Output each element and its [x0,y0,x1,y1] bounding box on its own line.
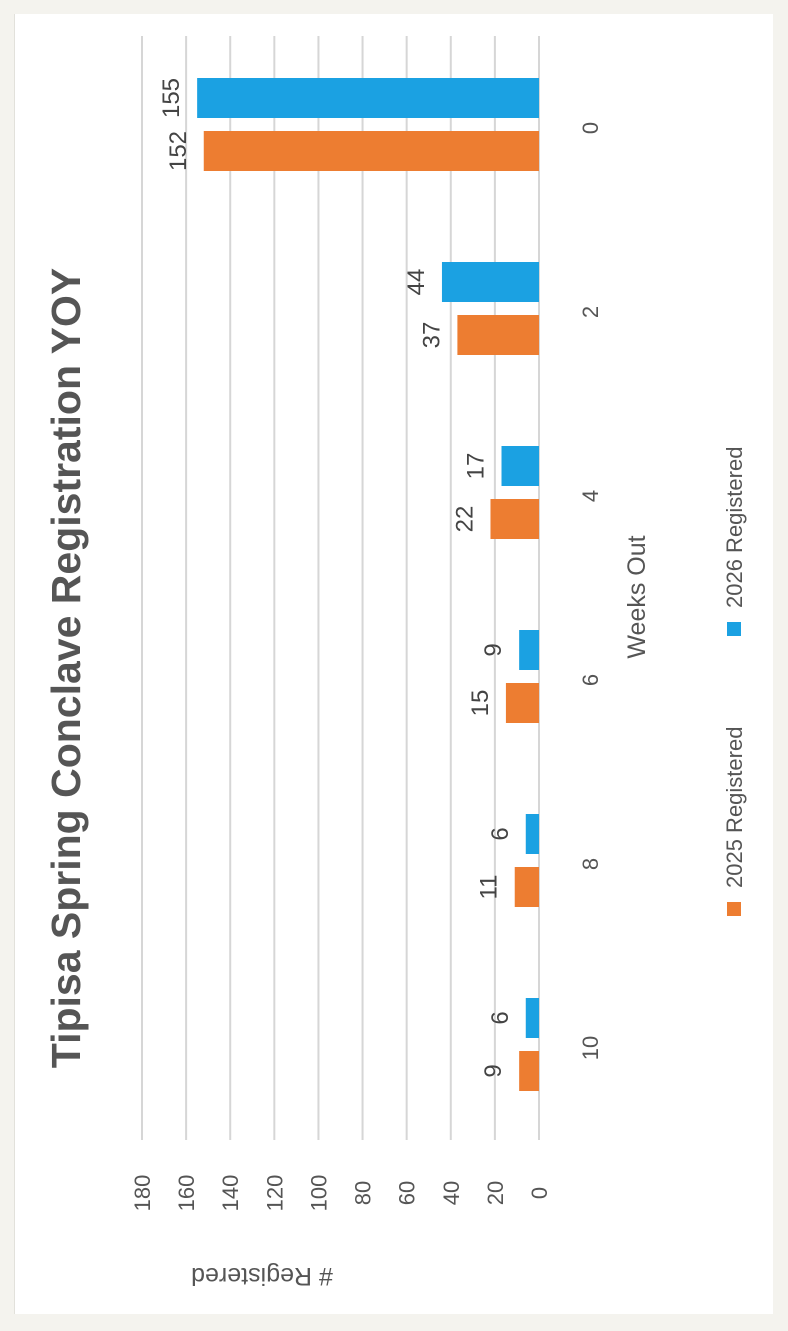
data-label: 17 [463,453,490,480]
data-label: 11 [476,875,503,900]
y-tick-label: 140 [218,1175,243,1212]
x-tick-label: 6 [578,674,603,686]
bars [197,78,539,1091]
chart-title: Tipisa Spring Conclave Registration YOY [43,268,89,1068]
legend-swatch-2026 [727,622,741,636]
data-label: 22 [451,506,478,533]
y-tick-label: 40 [439,1181,464,1205]
data-label: 15 [467,690,494,717]
bar-2026-week-6[interactable] [519,630,539,670]
data-label: 44 [403,269,430,296]
y-axis-title: # Registered [191,1262,333,1290]
legend: 2025 Registered 2026 Registered [722,447,747,916]
bar-2025-week-4[interactable] [490,499,539,539]
y-tick-label: 160 [174,1175,199,1212]
legend-item-2025[interactable]: 2025 Registered [722,727,747,916]
y-tick-label: 60 [395,1181,420,1205]
bar-2026-week-4[interactable] [501,446,539,486]
legend-label-2025: 2025 Registered [722,727,747,888]
x-tick-label: 0 [578,122,603,134]
bar-2025-week-8[interactable] [514,867,539,907]
x-tick-label: 8 [578,858,603,870]
bar-2026-week-0[interactable] [197,78,539,118]
data-label: 9 [480,643,507,656]
gridlines [141,36,540,1140]
y-tick-label: 100 [306,1175,331,1212]
legend-item-2026[interactable]: 2026 Registered [722,447,747,636]
data-label: 9 [480,1064,507,1077]
legend-swatch-2025 [727,902,741,916]
data-label: 152 [165,131,192,171]
data-label: 6 [487,1011,514,1024]
x-axis-ticks: 10 8 6 4 2 0 [578,122,603,1060]
data-label: 37 [418,322,445,349]
x-tick-label: 2 [578,306,603,318]
data-labels: 9 6 11 6 15 9 22 17 37 44 152 155 [158,78,514,1078]
bar-2025-week-0[interactable] [203,131,539,171]
data-label: 6 [487,827,514,840]
y-axis-ticks: 0 20 40 60 80 100 120 140 160 180 [130,1175,552,1212]
y-tick-label: 120 [262,1175,287,1212]
y-tick-label: 80 [351,1181,376,1205]
bar-2025-week-10[interactable] [519,1051,539,1091]
x-tick-label: 10 [578,1036,603,1060]
bar-2025-week-6[interactable] [505,683,539,723]
data-label: 155 [158,78,185,118]
bar-2026-week-2[interactable] [441,262,539,302]
x-tick-label: 4 [578,490,603,502]
y-tick-label: 180 [130,1175,155,1212]
y-tick-label: 0 [527,1187,552,1199]
bar-2026-week-8[interactable] [525,814,539,854]
bar-2026-week-10[interactable] [525,998,539,1038]
bar-2025-week-2[interactable] [457,315,539,355]
y-tick-label: 20 [483,1181,508,1205]
chart-card [14,14,773,1314]
legend-label-2026: 2026 Registered [722,447,747,608]
x-axis-title: Weeks Out [623,535,651,658]
